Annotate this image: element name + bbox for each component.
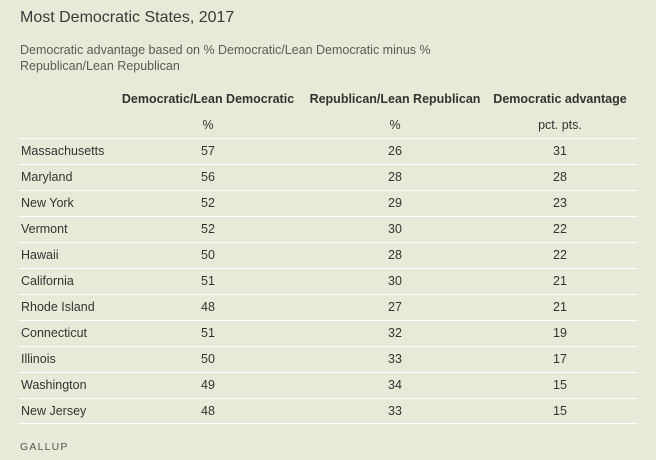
table-row: New York 52 29 23 (18, 190, 638, 216)
column-header-adv: Democratic advantage (493, 92, 627, 106)
state-name: New York (21, 196, 74, 210)
rep-value: 34 (388, 378, 402, 392)
table-row: Washington 49 34 15 (18, 372, 638, 398)
source-label: GALLUP (20, 441, 69, 453)
rep-value: 32 (388, 326, 402, 340)
state-name: Vermont (21, 222, 68, 236)
dem-value: 48 (201, 404, 215, 418)
rep-value: 28 (388, 170, 402, 184)
state-name: Massachusetts (21, 144, 105, 158)
adv-value: 22 (553, 248, 567, 262)
state-name: California (21, 274, 74, 288)
dem-value: 50 (201, 248, 215, 262)
adv-value: 21 (553, 274, 567, 288)
adv-value: 22 (553, 222, 567, 236)
adv-value: 28 (553, 170, 567, 184)
unit-adv: pct. pts. (538, 118, 582, 132)
state-name: New Jersey (21, 404, 87, 418)
dem-value: 57 (201, 144, 215, 158)
dem-value: 50 (201, 352, 215, 366)
table-row: Rhode Island 48 27 21 (18, 294, 638, 320)
rep-value: 33 (388, 404, 402, 418)
state-name: Illinois (21, 352, 56, 366)
adv-value: 31 (553, 144, 567, 158)
table-row: California 51 30 21 (18, 268, 638, 294)
table-row: Connecticut 51 32 19 (18, 320, 638, 346)
state-name: Hawaii (21, 248, 59, 262)
column-header-rep: Republican/Lean Republican (309, 92, 481, 106)
state-name: Rhode Island (21, 300, 95, 314)
dem-value: 51 (201, 274, 215, 288)
table-row: New Jersey 48 33 15 (18, 398, 638, 424)
chart-title: Most Democratic States, 2017 (20, 9, 235, 26)
adv-value: 21 (553, 300, 567, 314)
adv-value: 19 (553, 326, 567, 340)
table-row: Vermont 52 30 22 (18, 216, 638, 242)
adv-value: 15 (553, 404, 567, 418)
rep-value: 29 (388, 196, 402, 210)
table-row: Maryland 56 28 28 (18, 164, 638, 190)
unit-rep: % (389, 118, 401, 132)
table-row: Massachusetts 57 26 31 (18, 138, 638, 164)
column-header-dem: Democratic/Lean Democratic (121, 92, 295, 106)
table-row: Hawaii 50 28 22 (18, 242, 638, 268)
rep-value: 26 (388, 144, 402, 158)
chart-subtitle: Democratic advantage based on % Democrat… (20, 43, 431, 73)
rep-value: 30 (388, 222, 402, 236)
unit-row: % % pct. pts. (0, 118, 656, 136)
rep-value: 30 (388, 274, 402, 288)
rep-value: 27 (388, 300, 402, 314)
rep-value: 28 (388, 248, 402, 262)
adv-value: 17 (553, 352, 567, 366)
state-name: Washington (21, 378, 87, 392)
adv-value: 23 (553, 196, 567, 210)
state-name: Connecticut (21, 326, 88, 340)
dem-value: 52 (201, 196, 215, 210)
unit-dem: % (202, 118, 214, 132)
rep-value: 33 (388, 352, 402, 366)
column-header-row: Democratic/Lean Democratic Republican/Le… (0, 92, 656, 110)
dem-value: 48 (201, 300, 215, 314)
adv-value: 15 (553, 378, 567, 392)
dem-value: 49 (201, 378, 215, 392)
dem-value: 56 (201, 170, 215, 184)
table-row: Illinois 50 33 17 (18, 346, 638, 372)
dem-value: 51 (201, 326, 215, 340)
dem-value: 52 (201, 222, 215, 236)
state-name: Maryland (21, 170, 73, 184)
table-body: Massachusetts 57 26 31 Maryland 56 28 28 New Yor… (18, 138, 638, 424)
